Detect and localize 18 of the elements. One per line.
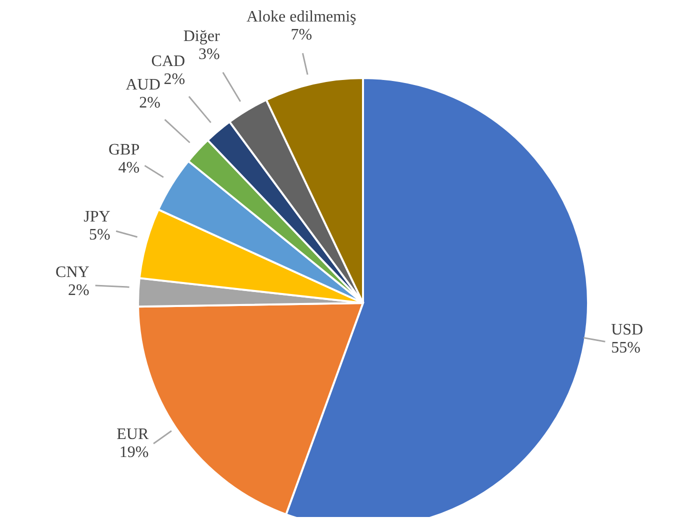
slice-label: Diğer — [183, 28, 220, 46]
data-label: 2% — [139, 94, 160, 112]
slice-label: USD — [611, 322, 644, 339]
data-label: 4% — [118, 160, 140, 177]
slice-label: CNY — [56, 264, 90, 282]
slice-label: Aloke edilmemiş — [246, 8, 356, 26]
data-label: 5% — [88, 226, 110, 244]
data-label: 19% — [119, 444, 149, 462]
slice-label: CAD — [151, 52, 186, 70]
data-label: 3% — [198, 46, 220, 64]
data-label: 2% — [68, 282, 90, 300]
slice-label: AUD — [126, 76, 160, 94]
data-label: 55% — [611, 340, 640, 357]
slice-label: EUR — [116, 426, 149, 444]
slice-label: GBP — [108, 142, 140, 159]
slice-label: JPY — [84, 208, 111, 226]
data-label: 7% — [290, 26, 312, 44]
data-label: 2% — [164, 70, 186, 88]
